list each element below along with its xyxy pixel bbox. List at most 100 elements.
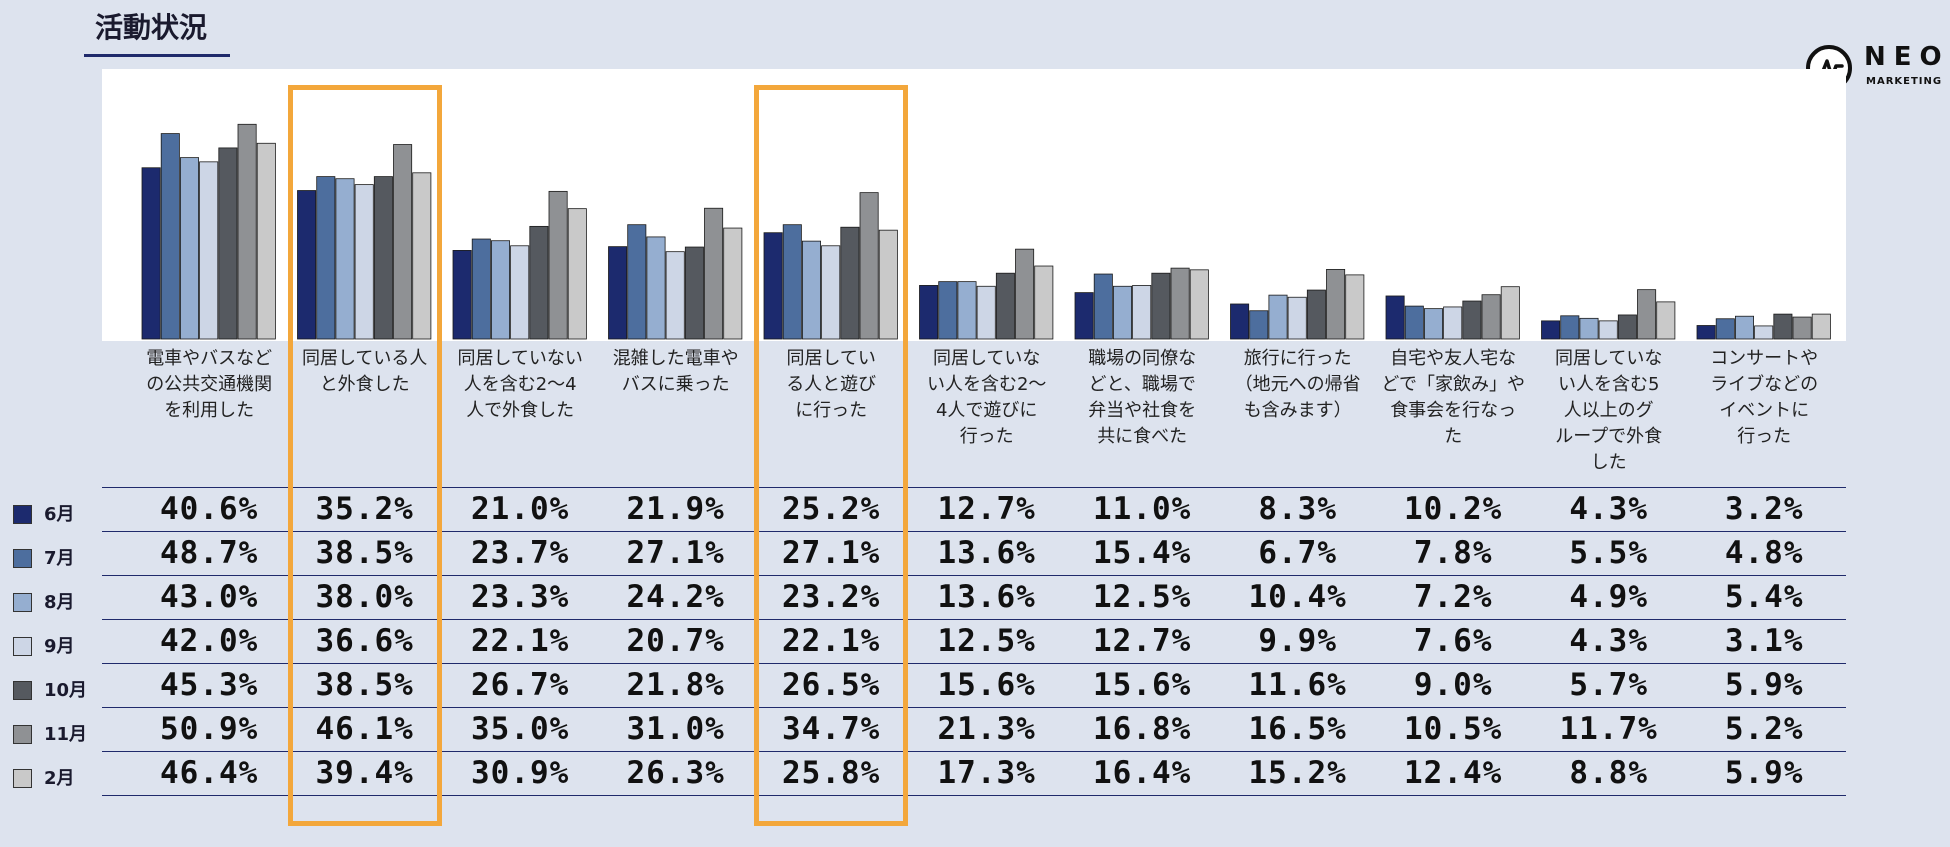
category-label-line: 混雑した電車や: [612, 348, 739, 369]
bar-9月-5: [976, 285, 996, 340]
category-label-line: 職場の同僚な: [1088, 348, 1197, 369]
category-label-line: 同居していな: [1554, 348, 1663, 369]
logo-subtitle: MARKETING: [1866, 76, 1943, 87]
bar-10月-5: [995, 272, 1015, 340]
bar-chart: [141, 123, 1831, 340]
table-cell: 38.5%: [315, 535, 414, 571]
category-label-line: 人を含む2～4: [463, 374, 577, 395]
category-label-line: 同居している人: [301, 348, 428, 369]
table-cell: 7.6%: [1413, 623, 1493, 659]
table-cell: 21.0%: [471, 491, 570, 527]
table-cell: 4.8%: [1724, 535, 1804, 571]
table-cell: 21.3%: [937, 711, 1036, 747]
table-cell: 10.4%: [1248, 579, 1347, 615]
bar-8月-1: [335, 178, 355, 340]
bar-10月-6: [1151, 272, 1171, 340]
table-cell: 22.1%: [471, 623, 570, 659]
legend-swatch: [13, 637, 32, 656]
category-label: 同居していない 人を含む2～4 人で外食した: [445, 346, 595, 424]
category-label-line: 弁当や社食を: [1088, 400, 1197, 421]
table-cell: 26.7%: [471, 667, 570, 703]
bar-6月-9: [1541, 320, 1561, 340]
bar-10月-10: [1773, 313, 1793, 340]
logo-brand: NEO: [1864, 42, 1950, 72]
category-label-line: ループで外食: [1555, 426, 1663, 447]
table-cell: 35.2%: [315, 491, 414, 527]
table-cell: 36.6%: [315, 623, 414, 659]
bar-2月-0: [256, 142, 276, 340]
bar-7月-10: [1715, 318, 1735, 340]
bar-2月-7: [1345, 274, 1365, 340]
category-label-line: い人を含む5: [1557, 374, 1660, 395]
table-cell: 4.3%: [1569, 491, 1649, 527]
bar-6月-7: [1230, 303, 1250, 340]
table-cell: 46.1%: [315, 711, 414, 747]
category-label-line: 共に食べた: [1097, 426, 1188, 447]
table-cell: 11.6%: [1248, 667, 1347, 703]
category-label: コンサートや ライブなどの イベントに 行った: [1689, 346, 1839, 450]
bar-11月-9: [1637, 289, 1657, 340]
bar-10月-0: [218, 147, 238, 340]
bar-8月-2: [490, 240, 510, 340]
category-label-line: 4人で遊びに: [935, 400, 1038, 421]
table-cell: 12.7%: [937, 491, 1036, 527]
category-label-line: い人を含む2～: [926, 374, 1047, 395]
category-label-line: 同居してい: [786, 348, 876, 369]
bar-10月-3: [684, 246, 704, 340]
bar-11月-1: [393, 144, 413, 340]
category-label: 同居してい る人と遊び に行った: [756, 346, 906, 424]
table-cell: 12.5%: [1093, 579, 1192, 615]
category-label-line: 人で外食した: [466, 400, 575, 421]
bar-8月-10: [1735, 315, 1755, 340]
bar-6月-5: [919, 285, 939, 340]
bar-11月-3: [704, 207, 724, 340]
bar-11月-6: [1170, 267, 1190, 340]
category-label-line: の公共交通機関: [146, 374, 273, 395]
table-cell: 27.1%: [782, 535, 881, 571]
bar-6月-1: [297, 190, 317, 340]
category-label-line: 行った: [959, 426, 1014, 447]
category-label: 混雑した電車や バスに乗った: [601, 346, 751, 398]
table-cell: 25.2%: [782, 491, 881, 527]
bar-8月-4: [802, 240, 822, 340]
table-divider: [102, 663, 1846, 664]
bar-9月-6: [1132, 285, 1152, 340]
row-label-month: 6月: [44, 504, 75, 525]
table-cell: 31.0%: [626, 711, 725, 747]
table-cell: 5.2%: [1724, 711, 1804, 747]
table-cell: 39.4%: [315, 755, 414, 791]
bar-6月-6: [1074, 292, 1094, 340]
bar-2月-2: [567, 208, 587, 340]
row-label-month: 2月: [44, 768, 75, 789]
table-cell: 13.6%: [937, 535, 1036, 571]
table-divider: [102, 575, 1846, 576]
bar-9月-2: [510, 245, 530, 340]
bar-11月-10: [1792, 316, 1812, 340]
category-label: 職場の同僚な どと、職場で 弁当や社食を 共に食べた: [1067, 346, 1217, 450]
category-label: 電車やバスなど の公共交通機関 を利用した: [134, 346, 284, 424]
table-cell: 4.3%: [1569, 623, 1649, 659]
table-cell: 38.0%: [315, 579, 414, 615]
table-cell: 15.6%: [1093, 667, 1192, 703]
bar-6月-2: [452, 250, 472, 340]
table-cell: 5.9%: [1724, 667, 1804, 703]
table-cell: 21.9%: [626, 491, 725, 527]
bar-11月-8: [1481, 294, 1501, 340]
bar-2月-10: [1811, 313, 1831, 340]
table-divider: [102, 751, 1846, 752]
bar-7月-9: [1560, 315, 1580, 340]
category-label-line: 行った: [1737, 426, 1792, 447]
table-cell: 9.9%: [1258, 623, 1338, 659]
legend-swatch: [13, 725, 32, 744]
bar-9月-1: [354, 184, 374, 340]
table-divider: [102, 795, 1846, 796]
table-cell: 8.3%: [1258, 491, 1338, 527]
category-label: 同居していな い人を含む2～ 4人で遊びに 行った: [912, 346, 1062, 450]
table-cell: 15.4%: [1093, 535, 1192, 571]
bar-9月-4: [821, 245, 841, 340]
table-cell: 25.8%: [782, 755, 881, 791]
table-cell: 40.6%: [160, 491, 259, 527]
table-cell: 27.1%: [626, 535, 725, 571]
category-label: 旅行に行った （地元への帰省 も含みます）: [1223, 346, 1373, 424]
bar-10月-8: [1462, 300, 1482, 340]
